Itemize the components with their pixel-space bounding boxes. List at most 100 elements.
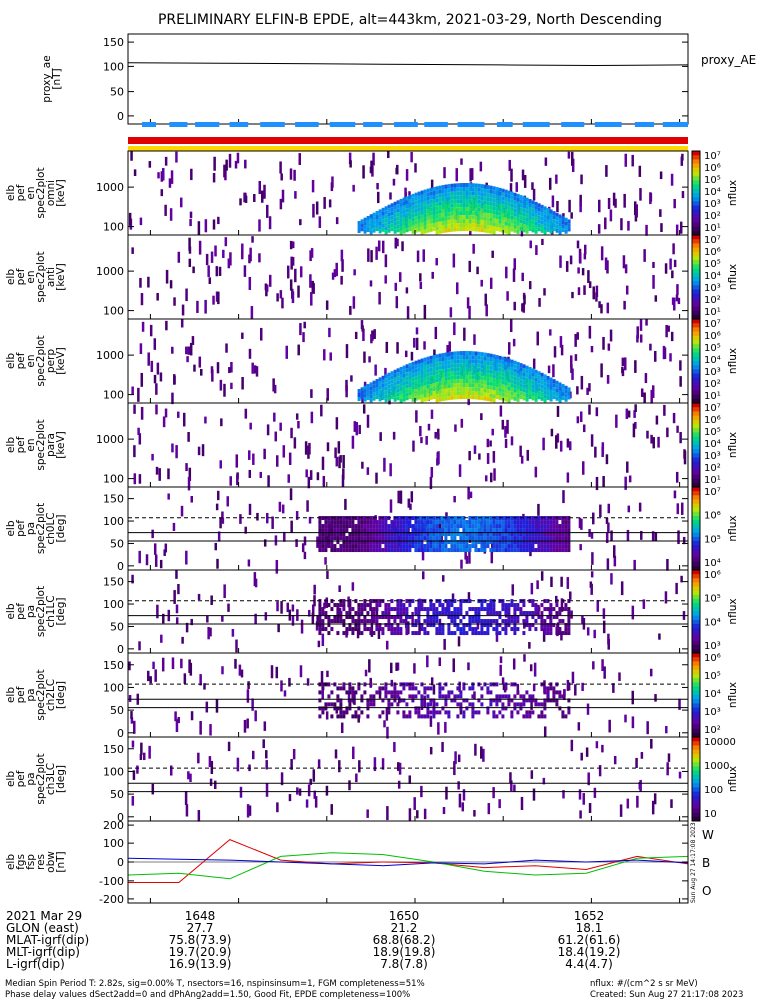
spectrogram-cell — [138, 550, 141, 564]
spectrogram-cell — [489, 201, 493, 206]
spectrogram-cell — [339, 686, 343, 691]
spectrogram-cell — [363, 217, 367, 222]
spectrogram-cell — [588, 281, 592, 289]
spectrogram-cell — [353, 269, 356, 276]
ephemeris-value: 1648 — [185, 909, 216, 923]
spectrogram-cell — [498, 710, 502, 715]
spectrogram-cell — [519, 375, 523, 380]
spectrogram-cell — [471, 619, 475, 624]
spectrogram-cell — [447, 532, 451, 537]
spectrogram-cell — [492, 398, 496, 403]
spectrogram-cell — [330, 524, 334, 529]
spectrogram-cell — [324, 548, 328, 553]
spectrogram-cell — [453, 599, 457, 604]
spectrogram-cell — [465, 387, 469, 392]
spectrogram-cell — [435, 619, 439, 624]
spectrogram-cell — [384, 367, 387, 378]
spectrogram-cell — [414, 528, 418, 533]
spectrogram-cell — [432, 383, 436, 388]
spectrogram-cell — [538, 297, 541, 307]
spectrogram-cell — [397, 490, 400, 504]
spectrogram-cell — [151, 453, 154, 461]
spectrogram-cell — [330, 182, 334, 192]
spectrogram-cell — [561, 607, 565, 612]
spectrogram-cell — [474, 615, 478, 620]
panel-ylabel-line: en — [25, 438, 37, 451]
spectrogram-cell — [420, 386, 424, 391]
spectrogram-cell — [217, 291, 220, 305]
spectrogram-cell — [369, 627, 373, 632]
spectrogram-cell — [435, 528, 439, 533]
spectrogram-cell — [363, 619, 367, 624]
spectrogram-cell — [399, 603, 403, 608]
spectrogram-cell — [387, 380, 391, 385]
spectrogram-cell — [322, 475, 326, 487]
spectrogram-cell — [563, 689, 566, 696]
spectrogram-cell — [456, 383, 460, 388]
spectrogram-cell — [483, 376, 487, 381]
spectrogram-cell — [645, 224, 648, 236]
spectrogram-cell — [564, 627, 568, 632]
spectrogram-cell — [555, 228, 559, 233]
spectrogram-cell — [366, 383, 370, 388]
spectrogram-cell — [384, 686, 388, 691]
colorbar-tick-label: 10⁶ — [704, 415, 721, 426]
spectrogram-cell — [516, 217, 520, 222]
spectrogram-cell — [447, 376, 451, 381]
spectrogram-cell — [459, 548, 463, 553]
spectrogram-cell — [489, 277, 493, 289]
spectrogram-cell — [471, 383, 475, 388]
spectrogram-cell — [435, 382, 439, 387]
spectrogram-cell — [498, 544, 502, 549]
spectrogram-cell — [552, 227, 556, 232]
spectrogram-cell — [366, 223, 370, 228]
spectrogram-cell — [567, 532, 571, 537]
spectrogram-cell — [381, 710, 385, 715]
spectrogram-cell — [426, 532, 430, 537]
spectrogram-cell — [468, 305, 471, 319]
spectrogram-cell — [504, 516, 508, 521]
spectrogram-cell — [208, 277, 212, 284]
spectrogram-cell — [516, 690, 520, 695]
spectrogram-cell — [244, 408, 248, 419]
spectrogram-cell — [471, 540, 475, 545]
spectrogram-cell — [432, 379, 436, 384]
spectrogram-cell — [429, 363, 433, 368]
spectrogram-cell — [483, 208, 487, 213]
spectrogram-cell — [595, 407, 599, 417]
colorbar-step — [692, 197, 700, 202]
spectrogram-cell — [432, 623, 436, 628]
spectrogram-cell — [366, 714, 370, 719]
spectrogram-cell — [435, 362, 439, 367]
spectrogram-cell — [613, 756, 617, 765]
spectrogram-cell — [504, 611, 508, 616]
spectrogram-cell — [405, 516, 409, 521]
spectrogram-cell — [393, 615, 397, 620]
spectrogram-cell — [441, 201, 445, 206]
ephemeris-value: 18.4(19.2) — [558, 945, 621, 959]
spectrogram-cell — [499, 664, 502, 676]
spectrogram-cell — [209, 778, 213, 786]
spectrogram-cell — [468, 702, 472, 707]
colorbar-step — [692, 344, 700, 349]
spectrogram-cell — [567, 607, 571, 612]
spectrogram-cell — [537, 215, 541, 220]
spectrogram-cell — [492, 190, 496, 195]
spectrogram-cell — [504, 373, 508, 378]
spectrogram-cell — [459, 702, 463, 707]
spectrogram-cell — [375, 536, 379, 541]
spectrogram-cell — [222, 249, 225, 258]
spectrogram-cell — [558, 544, 562, 549]
spectrogram-cell — [525, 623, 529, 628]
spectrogram-cell — [675, 582, 678, 595]
spectrogram-cell — [378, 520, 382, 525]
spectrogram-cell — [474, 219, 478, 224]
ephemeris-value: 68.8(68.2) — [373, 933, 436, 947]
spectrogram-cell — [369, 230, 373, 235]
spectrogram-cell — [414, 623, 418, 628]
spectrogram-cell — [432, 391, 436, 396]
spectrogram-cell — [405, 380, 409, 385]
spectrogram-cell — [543, 714, 547, 719]
spectrogram-cell — [417, 710, 421, 715]
spectrogram-cell — [231, 629, 235, 637]
